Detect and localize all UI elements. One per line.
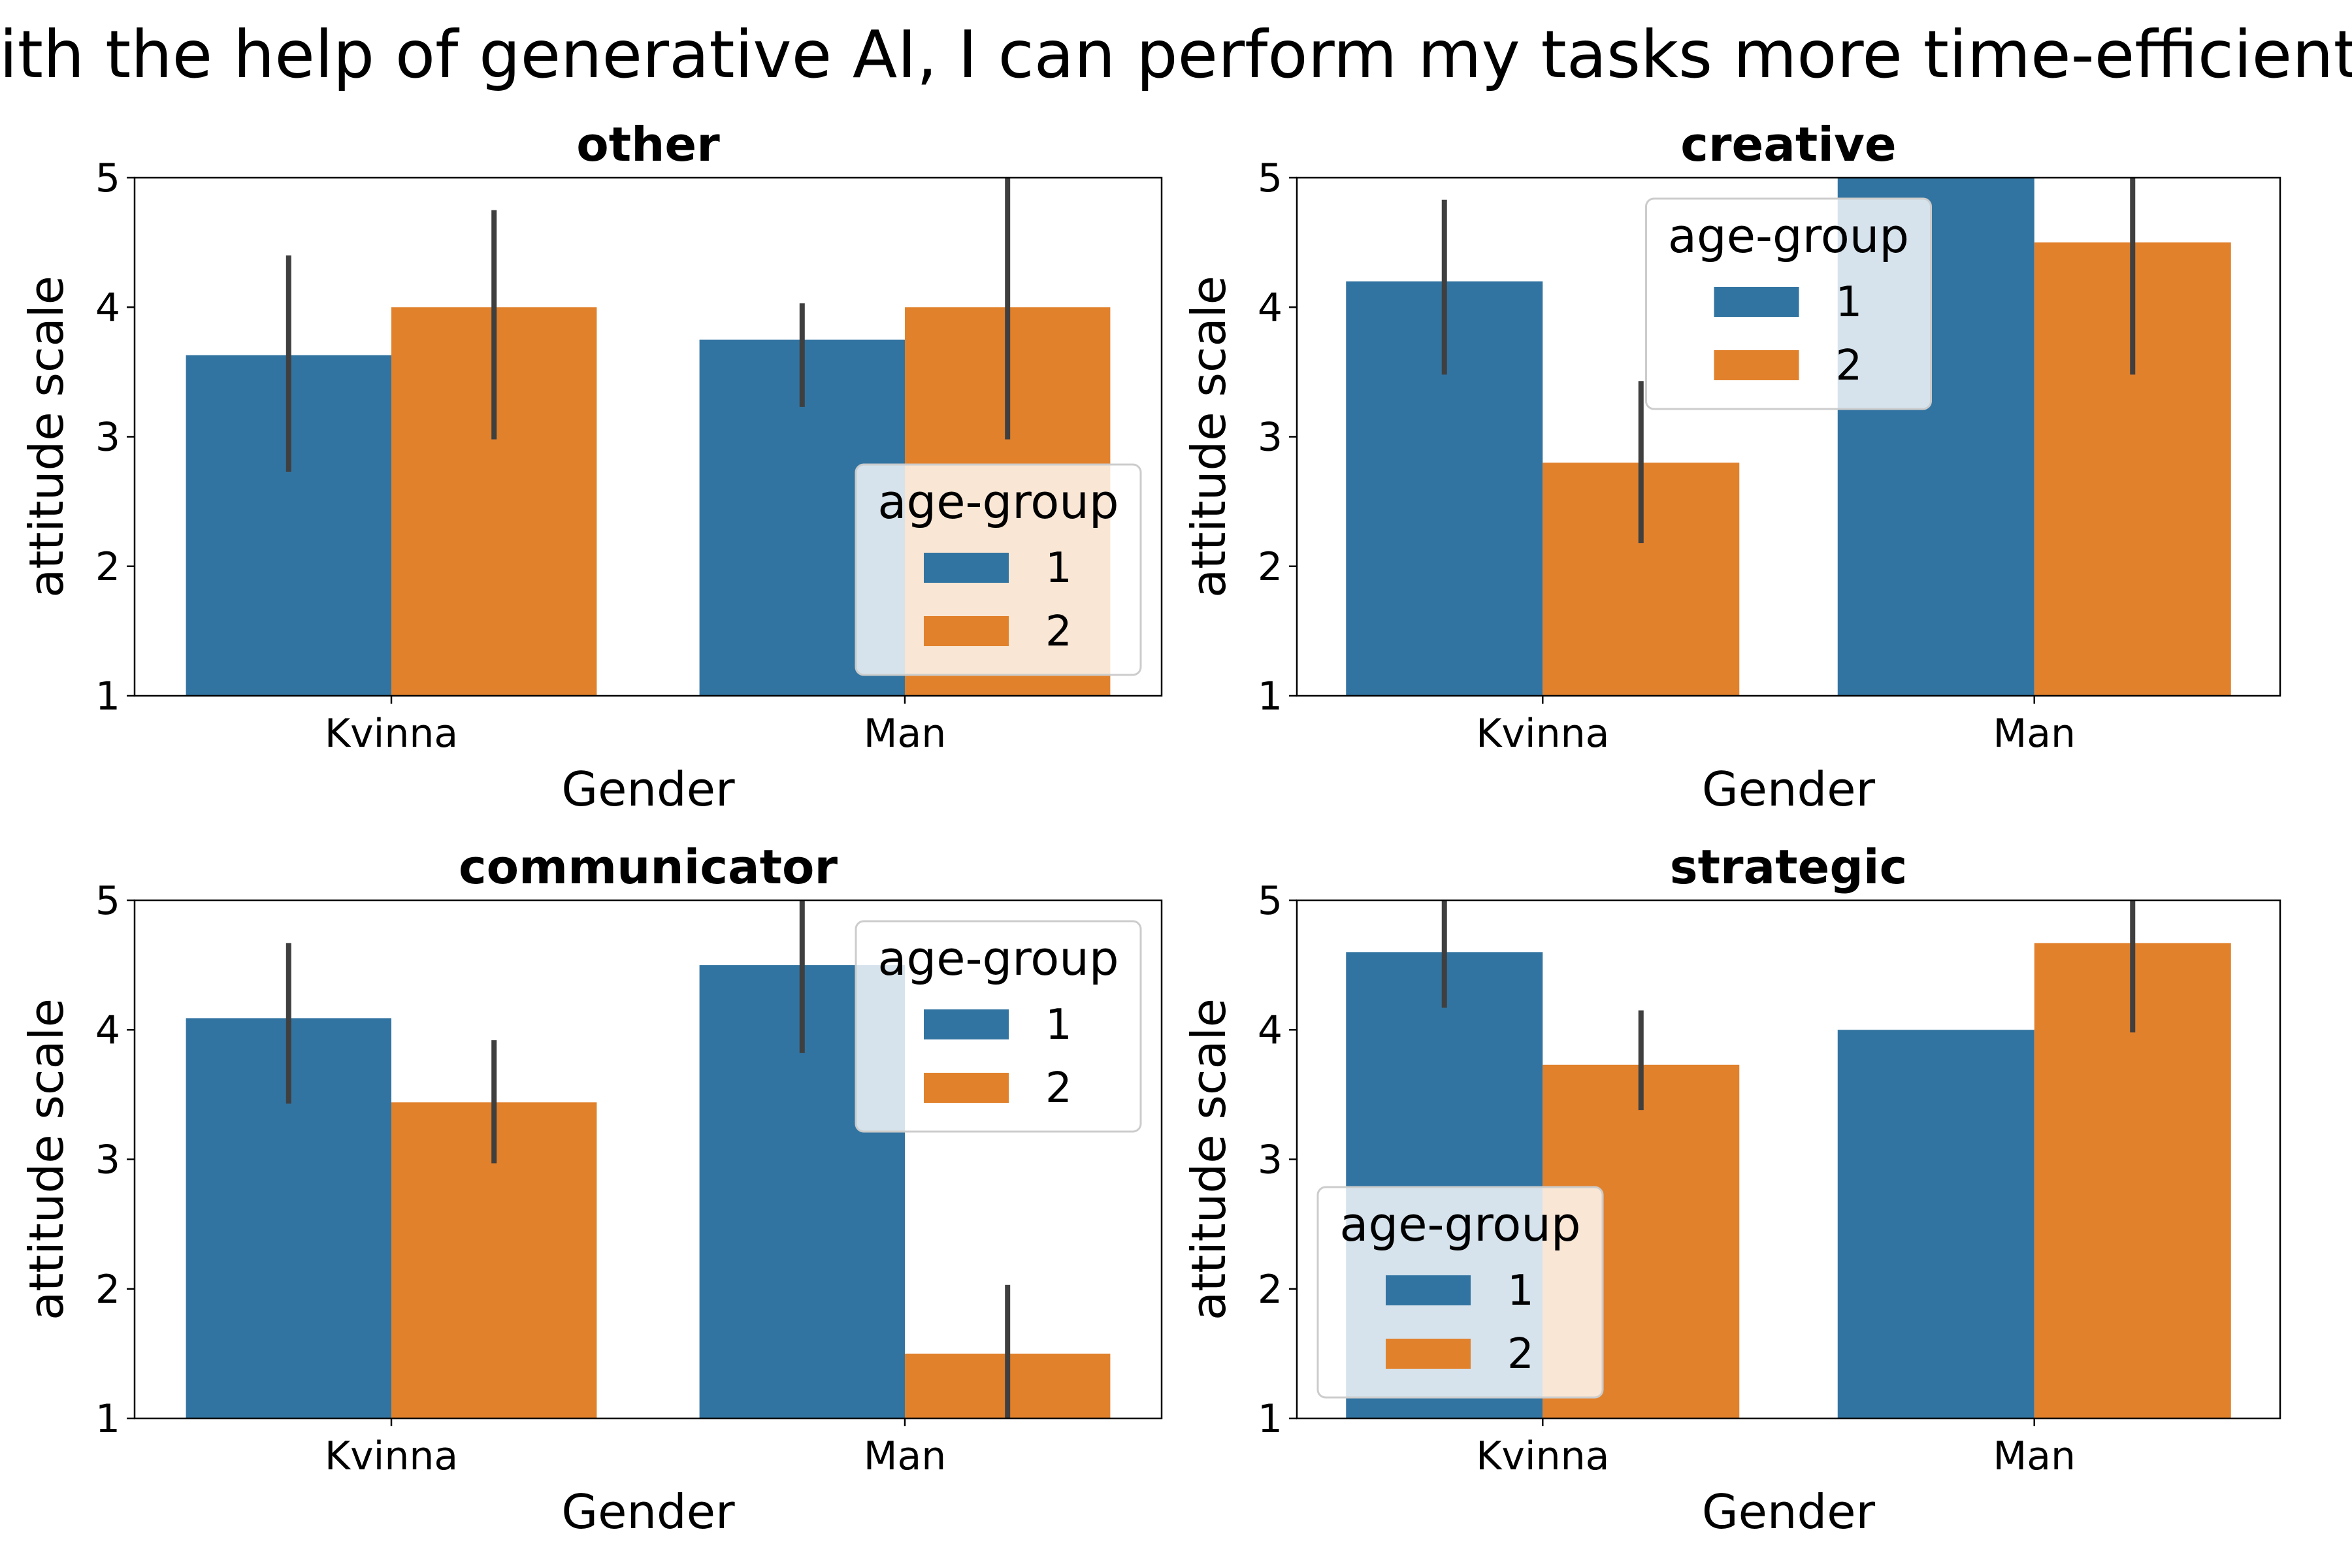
y-tick-label: 2 [95,1267,120,1313]
legend-swatch-age-group-1 [924,1009,1009,1039]
x-tick-label-kvinna: Kvinna [325,1433,458,1479]
x-axis-label: Gender [561,1484,735,1539]
y-tick-label: 5 [95,878,120,924]
y-tick-label: 4 [1258,285,1282,331]
y-axis-label: attitude scale [19,998,74,1320]
figure-title: With the help of generative AI, I can pe… [0,16,2352,93]
y-tick-label: 1 [1258,1396,1282,1442]
legend-label-age-group-1: 1 [1836,278,1863,327]
legend: age-group 1 2 [1645,197,1932,410]
legend-label-age-group-1: 1 [1045,544,1072,593]
legend-swatch-age-group-1 [1714,287,1799,317]
y-tick-label: 3 [95,1137,120,1183]
x-axis-label: Gender [561,762,735,817]
y-tick-label: 4 [1258,1007,1282,1053]
y-tick-label: 2 [95,544,120,590]
legend-swatch-age-group-2 [924,616,1009,646]
x-tick-label-man: Man [1993,1433,2076,1479]
legend-label-age-group-1: 1 [1507,1267,1534,1315]
y-tick-label: 2 [1258,1267,1282,1313]
legend-label-age-group-2: 2 [1836,342,1863,390]
x-tick-label-man: Man [864,1433,947,1479]
subplot-communicator: 1 2 3 4 5 Kvinna Man communicator Gender attitude… [19,840,1163,1539]
y-tick-label: 2 [1258,544,1282,590]
legend-swatch-age-group-1 [1386,1275,1471,1305]
legend-title: age-group [877,931,1119,986]
x-tick-label-kvinna: Kvinna [1476,711,1609,757]
legend-title: age-group [1339,1197,1580,1252]
x-tick-label-kvinna: Kvinna [1476,1433,1609,1479]
bar-man-age-group-1 [1837,1030,2034,1418]
legend-label-age-group-2: 2 [1045,1064,1072,1113]
legend-label-age-group-2: 2 [1045,608,1072,656]
x-tick-label-kvinna: Kvinna [325,711,458,757]
subplot-other: 1 2 3 4 5 Kvinna Man other Gender attitude scale a… [19,117,1163,817]
legend-swatch-age-group-1 [924,553,1009,583]
subplot-grid: 1 2 3 4 5 Kvinna Man other Gender attitude scale a… [19,117,2281,1539]
legend-label-age-group-1: 1 [1045,1001,1072,1049]
y-tick-label: 3 [95,415,120,461]
x-tick-label-man: Man [864,711,947,757]
x-axis-label: Gender [1702,762,1876,817]
y-tick-label: 5 [95,155,120,201]
legend-title: age-group [877,474,1119,529]
y-tick-label: 1 [95,674,120,719]
y-tick-label: 5 [1258,155,1282,201]
panel-title: creative [1680,117,1896,172]
y-axis-label: attitude scale [1181,998,1236,1320]
y-tick-label: 4 [95,1007,120,1053]
legend: age-group 1 2 [855,920,1142,1133]
legend: age-group 1 2 [855,463,1142,676]
y-axis-label: attitude scale [1181,276,1236,598]
panel-title: strategic [1670,840,1908,894]
x-tick-label-man: Man [1993,711,2076,757]
y-axis-label: attitude scale [19,276,74,598]
y-tick-label: 4 [95,285,120,331]
legend-label-age-group-2: 2 [1507,1330,1534,1379]
legend-swatch-age-group-2 [924,1073,1009,1103]
y-tick-label: 3 [1258,1137,1282,1183]
y-tick-label: 5 [1258,878,1282,924]
legend-swatch-age-group-2 [1386,1339,1471,1369]
panel-title: other [576,117,720,172]
subplot-creative: 1 2 3 4 5 Kvinna Man creative Gender attitude sca… [1181,117,2281,817]
legend-swatch-age-group-2 [1714,350,1799,380]
y-tick-label: 1 [95,1396,120,1442]
legend-title: age-group [1668,208,1909,263]
y-tick-label: 3 [1258,415,1282,461]
y-tick-label: 1 [1258,674,1282,719]
legend: age-group 1 2 [1316,1186,1604,1399]
panel-title: communicator [459,840,838,894]
x-axis-label: Gender [1702,1484,1876,1539]
subplot-strategic: 1 2 3 4 5 Kvinna Man strategic Gender attitude sc… [1181,840,2281,1539]
